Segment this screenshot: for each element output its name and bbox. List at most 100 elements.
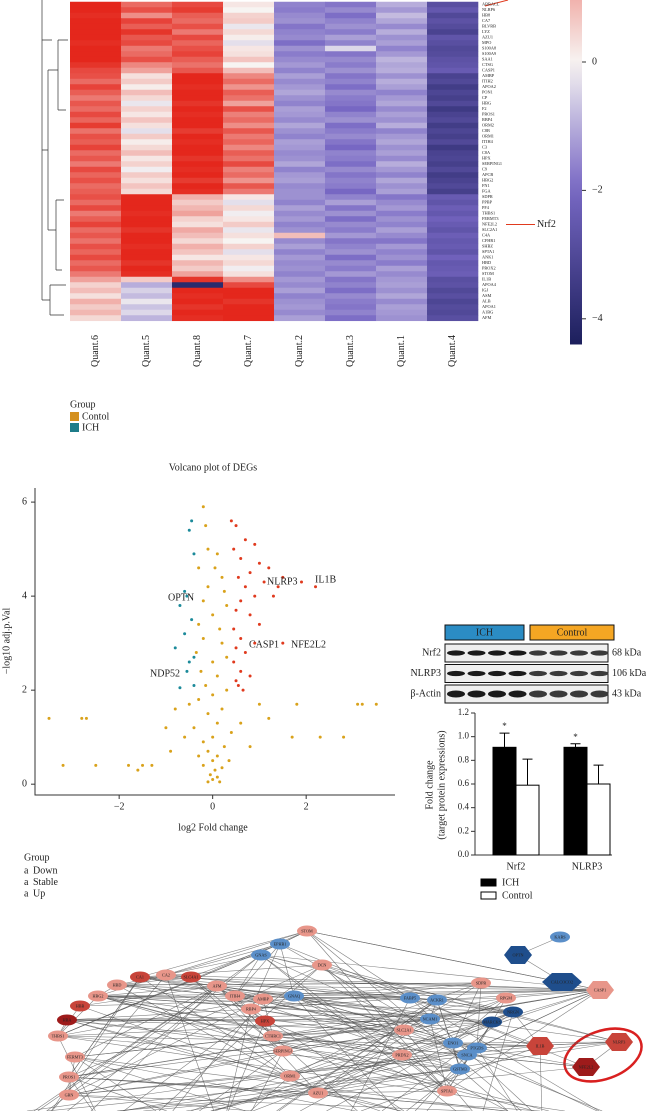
blot-band xyxy=(590,650,609,656)
row-label: SHBZ xyxy=(482,243,493,248)
heatmap-cell xyxy=(325,62,377,69)
blot-band xyxy=(508,650,527,656)
heatmap-cell xyxy=(376,282,428,289)
data-point xyxy=(257,561,261,565)
row-label: BLVRB xyxy=(482,23,496,28)
node-label: DCN xyxy=(318,962,327,967)
heatmap-cell xyxy=(274,238,326,245)
network-node xyxy=(130,971,150,983)
row-label: THBS1 xyxy=(482,210,495,215)
heatmap-cell xyxy=(172,227,224,234)
network-node xyxy=(496,992,516,1004)
x-axis-label: log2 Fold change xyxy=(178,822,248,833)
network-edge xyxy=(90,985,218,1111)
heatmap-cell xyxy=(376,249,428,256)
data-point xyxy=(222,589,226,593)
row-label: SDPR xyxy=(482,194,493,199)
network-node xyxy=(394,1024,414,1036)
network-node xyxy=(526,1037,554,1055)
data-point xyxy=(208,773,212,777)
heatmap-cell xyxy=(223,128,275,135)
network-edge xyxy=(409,997,600,1111)
network-edge xyxy=(403,982,482,1031)
data-point xyxy=(206,585,210,589)
network-edge xyxy=(279,943,454,1044)
network-edge xyxy=(360,1045,541,1111)
heatmap-cell xyxy=(325,155,377,162)
heatmap-cell xyxy=(376,315,428,322)
heatmap-cell xyxy=(172,199,224,206)
heatmap-cell xyxy=(223,293,275,300)
heatmap-cell xyxy=(223,249,275,256)
data-point xyxy=(192,683,196,687)
heatmap-cell xyxy=(172,210,224,217)
row-label: ITIH2 xyxy=(482,78,493,83)
heatmap-cell xyxy=(376,271,428,278)
blot-band xyxy=(570,690,588,698)
y-axis-label: Fold change xyxy=(424,760,435,810)
data-point xyxy=(164,726,168,730)
heatmap-cell xyxy=(223,73,275,80)
legend-title: Group xyxy=(24,852,50,863)
network-edge xyxy=(317,1092,402,1111)
heatmap-cell xyxy=(325,177,377,184)
heatmap-cell xyxy=(121,18,173,25)
heatmap-cell xyxy=(274,128,326,135)
heatmap-cell xyxy=(70,210,122,217)
legend-swatch xyxy=(480,878,497,887)
heatmap-cell xyxy=(325,265,377,272)
data-point xyxy=(84,716,88,720)
heatmap-cell xyxy=(427,122,479,129)
network-edge xyxy=(51,976,141,1111)
network-edge xyxy=(190,943,281,978)
heatmap-cell xyxy=(427,166,479,173)
data-point xyxy=(271,594,275,598)
colorbar-tick-label: −4 xyxy=(592,313,603,324)
heatmap-cell xyxy=(223,29,275,36)
row-label: IL1B xyxy=(482,276,491,281)
heatmap-cell xyxy=(325,40,377,47)
heatmap-cell xyxy=(376,89,428,96)
heatmap-cell xyxy=(376,205,428,212)
heatmap-cell xyxy=(172,7,224,14)
heatmap-cell xyxy=(427,7,479,14)
heatmap-cell xyxy=(427,216,479,223)
column-label: Quant.2 xyxy=(294,335,305,367)
node-label: HBB xyxy=(76,1003,85,1008)
error-bar xyxy=(593,764,604,784)
heatmap-cell xyxy=(70,161,122,168)
network-edge xyxy=(252,1011,514,1111)
gene-label: NDP52 xyxy=(150,668,180,679)
heatmap-cell xyxy=(427,183,479,190)
data-point xyxy=(220,575,224,579)
heatmap-cell xyxy=(427,117,479,124)
node-label: AMBP xyxy=(257,996,270,1001)
heatmap-cell xyxy=(376,12,428,19)
data-point xyxy=(206,749,210,753)
data-point xyxy=(220,766,224,770)
blot-band xyxy=(467,650,486,656)
heatmap-cell xyxy=(223,276,275,283)
network-edge xyxy=(234,943,281,997)
heatmap-cell xyxy=(223,56,275,63)
heatmap-cell xyxy=(172,62,224,69)
row-label: C9 xyxy=(482,166,487,171)
data-point xyxy=(211,735,215,739)
row-label: FERMT3 xyxy=(482,216,498,221)
heatmap-cell xyxy=(172,177,224,184)
heatmap-cell xyxy=(172,29,224,36)
heatmap-cell xyxy=(121,205,173,212)
row-label: HPX xyxy=(482,155,491,160)
data-point xyxy=(374,702,378,706)
heatmap-cell xyxy=(223,254,275,261)
heatmap-cell xyxy=(121,271,173,278)
heatmap-cell xyxy=(70,304,122,311)
data-point xyxy=(192,552,196,556)
network-edge xyxy=(459,1068,509,1111)
legend-label: Contol xyxy=(82,411,109,422)
column-label: Quant.1 xyxy=(396,335,407,367)
heatmap-cell xyxy=(121,293,173,300)
network-node xyxy=(471,977,491,989)
network-node xyxy=(542,973,582,991)
data-point xyxy=(173,707,177,711)
